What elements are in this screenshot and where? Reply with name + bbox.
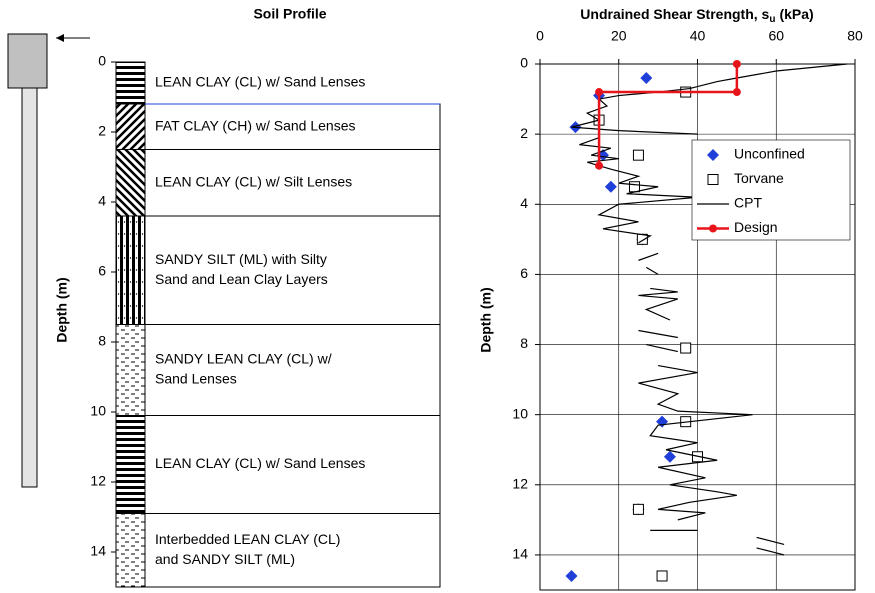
y-tick-label: 8 [98, 333, 106, 349]
y-tick-label: 6 [98, 263, 106, 279]
x-tick-label: 80 [847, 28, 863, 44]
layer-column [115, 415, 146, 514]
layer-label: Interbedded LEAN CLAY (CL) [155, 531, 340, 547]
y-tick-label: 0 [520, 55, 528, 71]
legend-label: Unconfined [734, 146, 805, 162]
point [604, 180, 617, 193]
y-tick-label: 8 [520, 335, 528, 351]
point [595, 161, 604, 170]
y-tick-label: 6 [520, 265, 528, 281]
y-tick-label: 12 [512, 476, 528, 492]
x-axis-label: Undrained Shear Strength, su (kPa) [580, 6, 813, 25]
layer-label: and SANDY SILT (ML) [155, 551, 295, 567]
x-tick-label: 40 [690, 28, 706, 44]
point [656, 570, 668, 582]
x-tick-label: 0 [536, 28, 544, 44]
legend-swatch [709, 224, 717, 233]
y-tick-label: 0 [98, 53, 106, 69]
point [565, 569, 578, 582]
series-line [571, 63, 848, 556]
layer-label: SANDY SILT (ML) with Silty [155, 251, 327, 267]
legend-label: CPT [734, 195, 762, 211]
legend-swatch [707, 174, 719, 185]
y-axis-label: Depth (m) [478, 287, 494, 352]
plot-frame [539, 63, 856, 591]
y-tick-label: 4 [98, 193, 106, 209]
layer-column [115, 103, 146, 150]
pile [7, 33, 90, 488]
y-tick-label: 10 [512, 405, 528, 421]
legend-swatch [707, 149, 719, 161]
legend: Unconfined Torvane CPT Design [691, 139, 851, 241]
x-tick-label: 60 [768, 28, 784, 44]
point [640, 72, 653, 85]
profile-title: Soil Profile [253, 6, 326, 22]
x-tick-label: 20 [611, 28, 627, 44]
y-tick-label: 10 [90, 403, 106, 419]
point [632, 149, 644, 161]
layer-label: Sand and Lean Clay Layers [155, 271, 328, 287]
series-line [597, 64, 739, 166]
layer-label: LEAN CLAY (CL) w/ Silt Lenses [155, 173, 352, 189]
y-tick-label: 4 [520, 195, 528, 211]
point [632, 503, 644, 515]
layer-column [115, 149, 146, 217]
layer-column [115, 215, 146, 325]
point [663, 450, 676, 463]
y-tick-label: 2 [98, 123, 106, 139]
legend-label: Design [734, 219, 778, 235]
y-axis-label: Depth (m) [54, 277, 70, 342]
layer-label: LEAN CLAY (CL) w/ Sand Lenses [155, 74, 365, 90]
point [595, 88, 604, 97]
layer-label: FAT CLAY (CH) w/ Sand Lenses [155, 117, 356, 133]
layer-column [115, 61, 146, 105]
legend-label: Torvane [734, 170, 784, 186]
y-tick-label: 2 [520, 125, 528, 141]
point [732, 60, 741, 68]
layer-column [115, 513, 146, 588]
layer-box [144, 513, 441, 588]
point [629, 181, 640, 193]
layer-label: Sand Lenses [155, 371, 237, 387]
y-tick-label: 14 [512, 546, 528, 562]
y-tick-label: 12 [90, 473, 106, 489]
layer-label: SANDY LEAN CLAY (CL) w/ [155, 351, 332, 367]
y-tick-label: 14 [90, 543, 106, 559]
point [732, 88, 741, 97]
point [680, 342, 692, 354]
layer-label: LEAN CLAY (CL) w/ Sand Lenses [155, 455, 365, 471]
legend-box [691, 139, 851, 241]
layer-column [115, 324, 146, 416]
